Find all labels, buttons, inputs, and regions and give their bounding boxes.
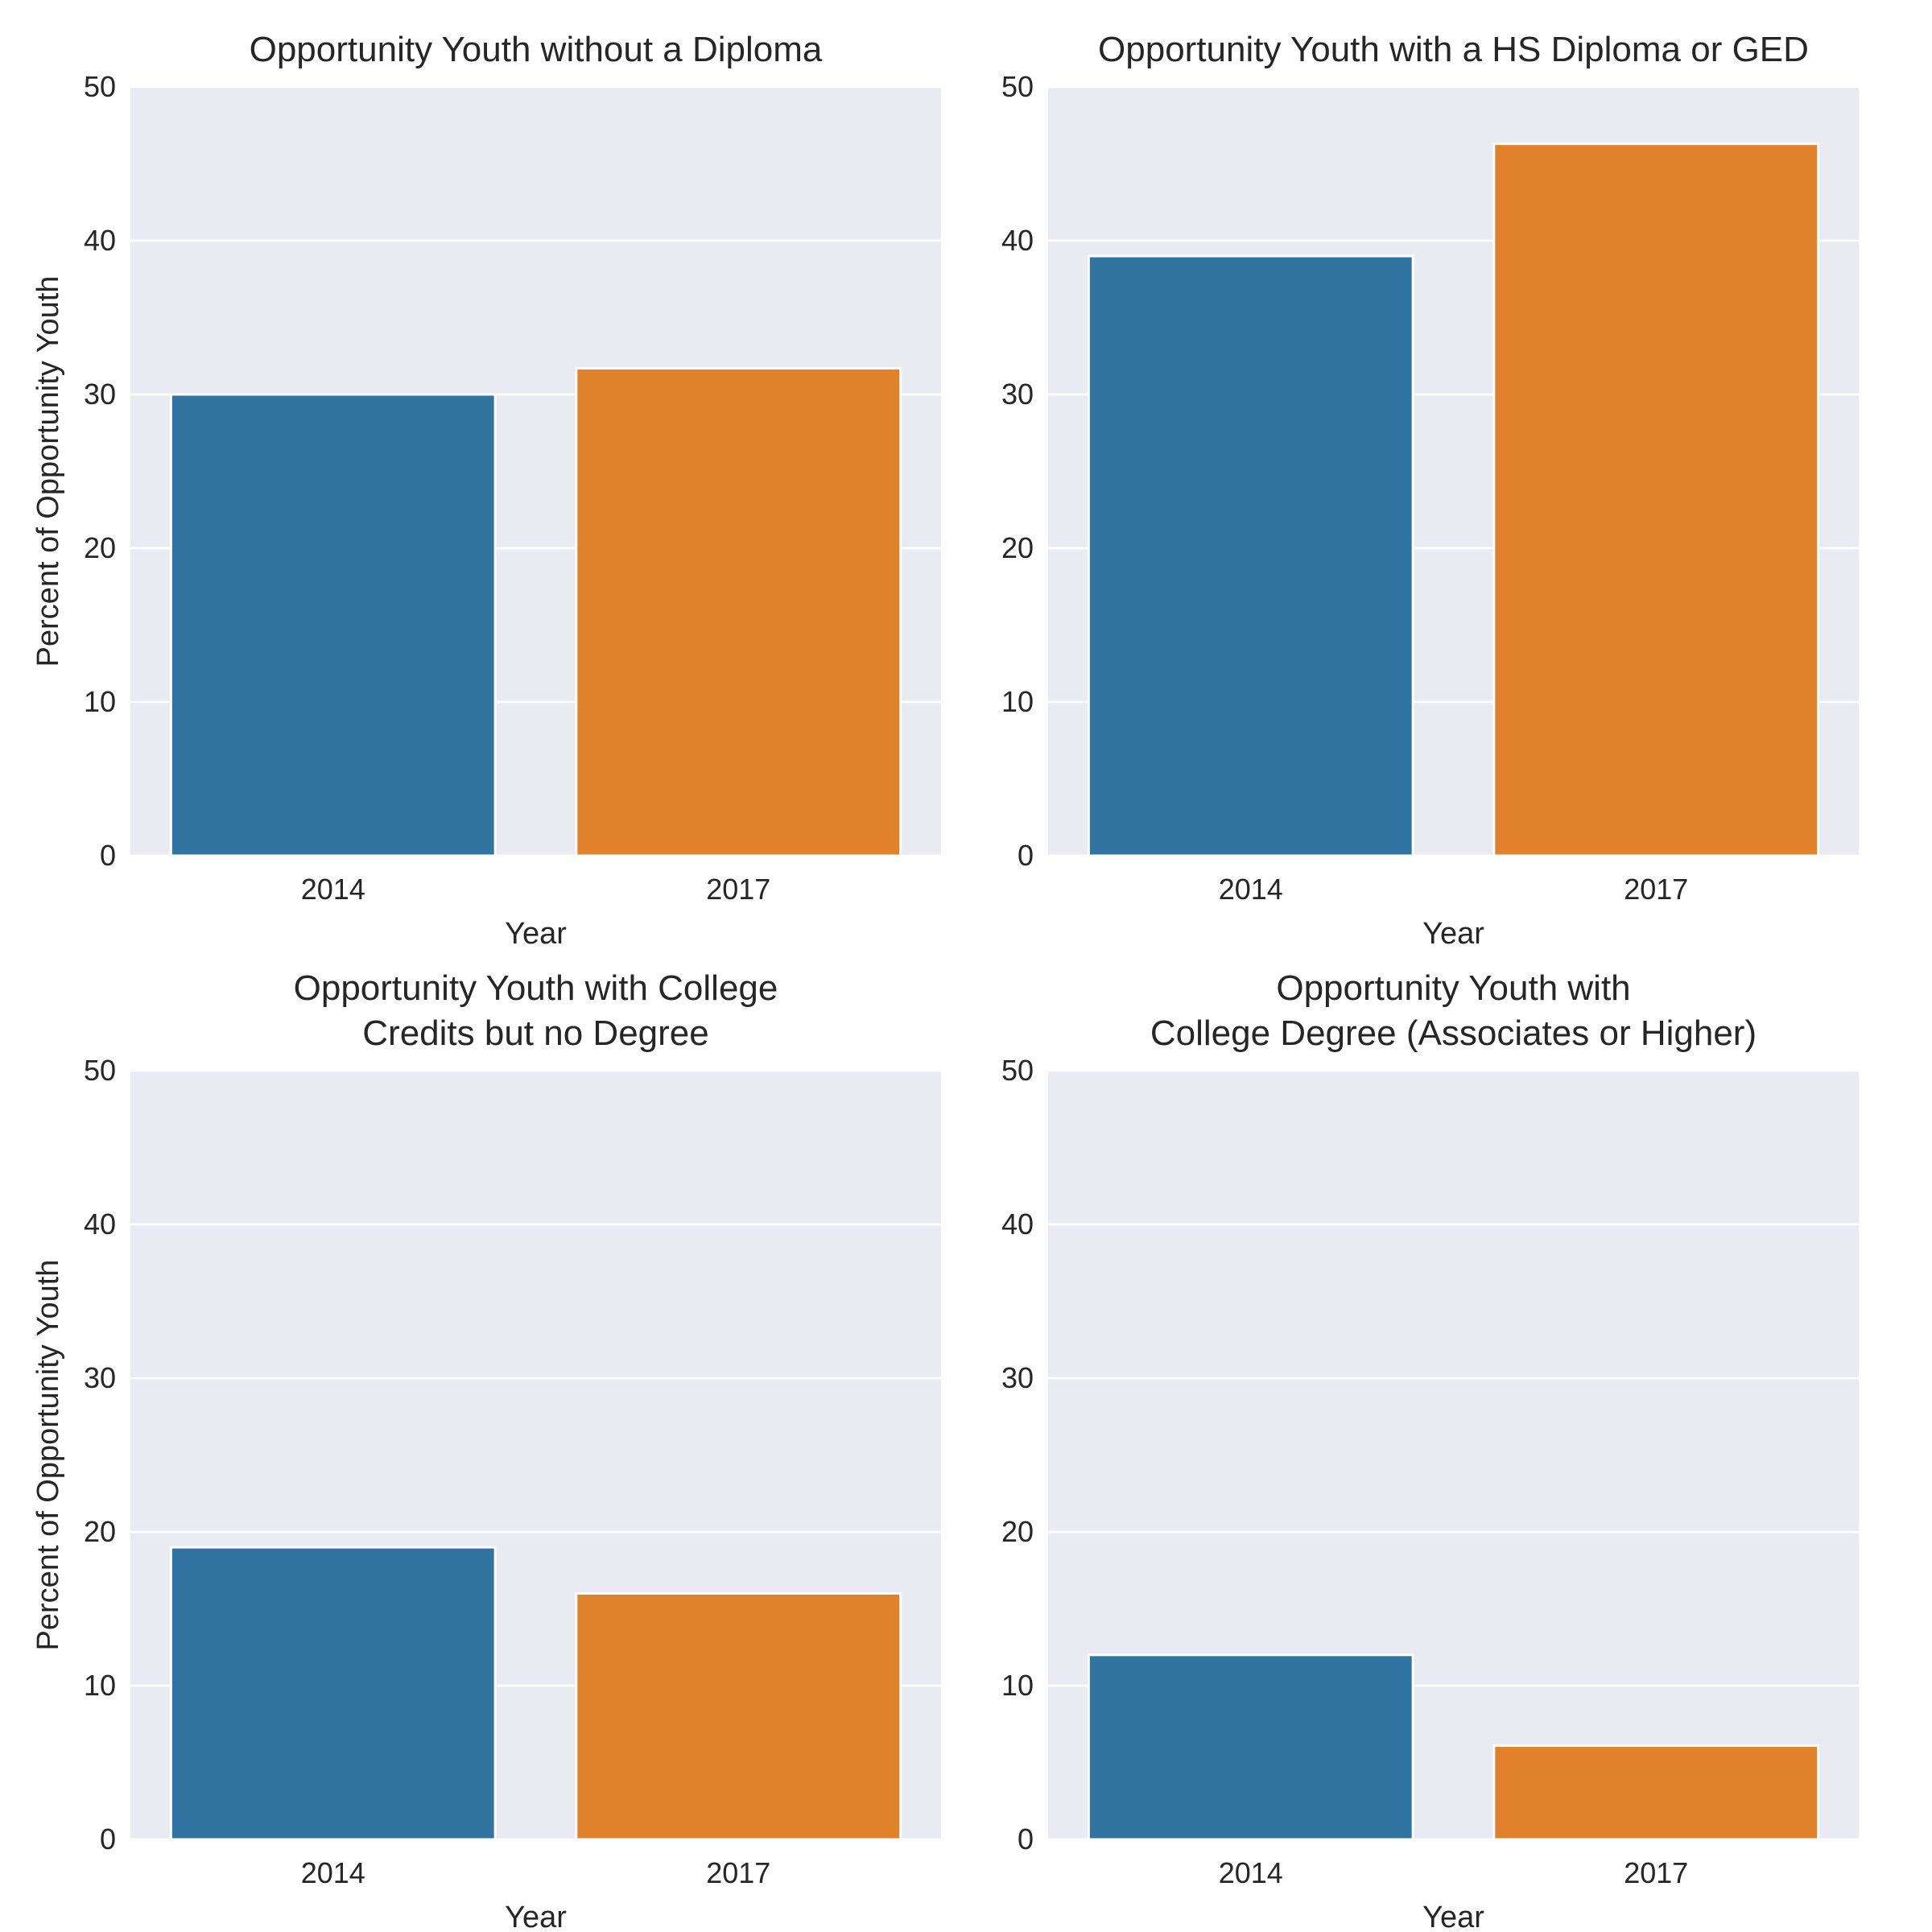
y-tick-label: 40	[1001, 1208, 1034, 1241]
y-tick-label: 20	[1001, 531, 1034, 564]
y-tick-label: 40	[1001, 224, 1034, 257]
y-axis-label: Percent of Opportunity Youth	[31, 276, 65, 667]
y-tick-label: 20	[1001, 1515, 1034, 1548]
x-tick-label: 2017	[706, 873, 770, 906]
chart-title: Opportunity Youth with	[1276, 968, 1630, 1008]
bar-2014	[1087, 1653, 1414, 1841]
y-tick-label: 10	[1001, 1669, 1034, 1702]
chart-panel-4: 0 10 20 30 40 50 2014 2017 Year Opportunity Youth…	[1001, 968, 1859, 1932]
x-tick-label: 2017	[1624, 1856, 1688, 1889]
bar-2014	[169, 393, 497, 857]
y-axis-label: Percent of Opportunity Youth	[31, 1260, 65, 1651]
y-tick-label: 10	[84, 1669, 116, 1702]
chart-title: Opportunity Youth with a HS Diploma or G…	[1098, 30, 1809, 69]
y-tick-label: 0	[100, 839, 116, 872]
x-tick-label: 2014	[301, 873, 365, 906]
y-tick-label: 20	[84, 531, 116, 564]
x-tick-label: 2017	[706, 1856, 770, 1889]
x-axis-label: Year	[505, 1901, 567, 1932]
x-axis-label: Year	[1422, 917, 1484, 951]
y-tick-label: 0	[1018, 1823, 1034, 1856]
x-axis-label: Year	[1422, 1901, 1484, 1932]
y-tick-label: 10	[1001, 685, 1034, 718]
bar-2017	[1492, 1744, 1820, 1841]
chart-panel-2: 0 10 20 30 40 50 2014 2017 Year Opportunity Youth…	[1001, 30, 1859, 951]
y-tick-label: 0	[1018, 839, 1034, 872]
y-tick-label: 50	[84, 1054, 116, 1087]
y-tick-label: 30	[84, 1361, 116, 1394]
y-tick-label: 30	[1001, 1361, 1034, 1394]
x-tick-label: 2017	[1624, 873, 1688, 906]
y-tick-label: 30	[84, 378, 116, 411]
y-tick-label: 50	[1001, 1054, 1034, 1087]
x-tick-label: 2014	[1219, 1856, 1283, 1889]
y-tick-label: 0	[100, 1823, 116, 1856]
bar-2017	[1492, 142, 1820, 857]
bar-2017	[575, 1591, 902, 1841]
x-tick-label: 2014	[301, 1856, 365, 1889]
y-tick-label: 50	[84, 70, 116, 103]
y-tick-label: 10	[84, 685, 116, 718]
y-tick-label: 20	[84, 1515, 116, 1548]
x-axis-label: Year	[505, 917, 567, 951]
chart-panel-3: 0 10 20 30 40 50 2014 2017 Year Percent of Opport…	[31, 968, 941, 1932]
chart-title: Opportunity Youth without a Diploma	[250, 30, 823, 69]
x-tick-label: 2014	[1219, 873, 1283, 906]
chart-title: College Degree (Associates or Higher)	[1150, 1013, 1757, 1053]
y-tick-label: 50	[1001, 70, 1034, 103]
chart-title: Credits but no Degree	[362, 1013, 708, 1053]
y-tick-label: 30	[1001, 378, 1034, 411]
chart-title: Opportunity Youth with College	[294, 968, 778, 1008]
chart-panel-1: 0 10 20 30 40 50 2014 2017 Year Percent of Opport…	[31, 30, 941, 951]
bar-2014	[1087, 254, 1414, 857]
y-tick-label: 40	[84, 224, 116, 257]
bar-2014	[169, 1546, 497, 1841]
bar-2017	[575, 367, 902, 857]
y-tick-label: 40	[84, 1208, 116, 1241]
